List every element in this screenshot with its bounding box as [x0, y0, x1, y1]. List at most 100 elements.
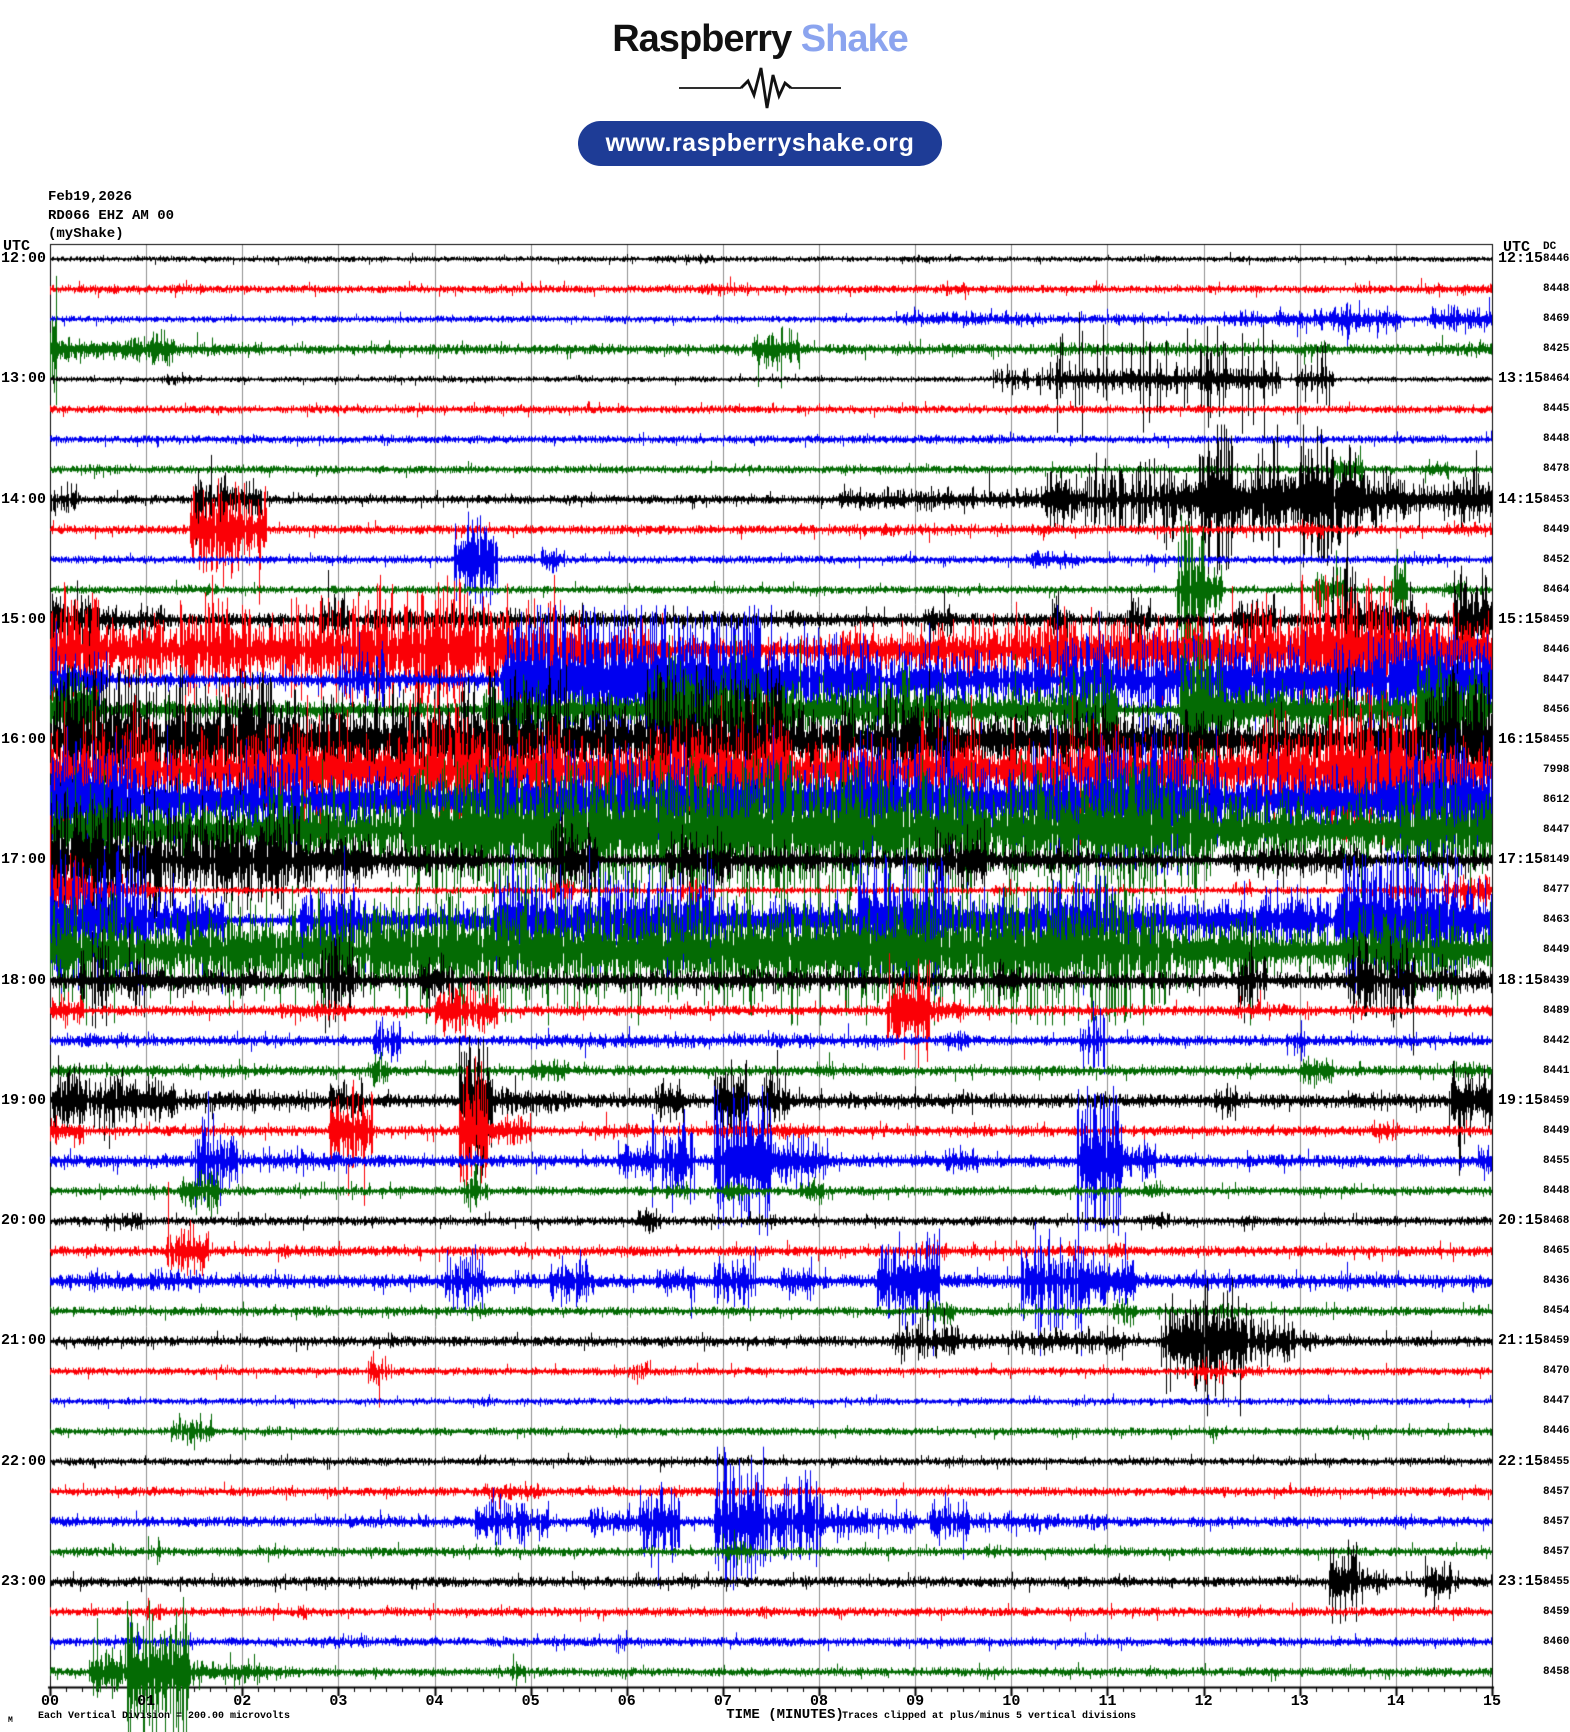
dc-value: 8448	[1543, 433, 1570, 446]
x-tick-label: 02	[233, 1693, 252, 1710]
x-tick-label: 14	[1386, 1693, 1405, 1710]
page-header: Raspberry Shake www.raspberryshake.org	[0, 18, 1520, 166]
dc-value: 8458	[1543, 1665, 1570, 1678]
dc-value: 7998	[1543, 764, 1570, 777]
x-tick-label: 10	[1002, 1693, 1021, 1710]
dc-value: 8460	[1543, 1635, 1570, 1648]
station-date: Feb19,2026	[48, 189, 133, 205]
clip-note: Traces clipped at plus/minus 5 vertical …	[842, 1711, 1137, 1722]
x-tick-label: 06	[617, 1693, 636, 1710]
right-time-label: 12:15	[1498, 250, 1544, 268]
dc-value: 8459	[1543, 1605, 1570, 1618]
scale-note: Each Vertical Division = 200.00 microvol…	[38, 1711, 291, 1722]
x-tick-label: 07	[713, 1693, 732, 1710]
dc-value: 8449	[1543, 1124, 1570, 1137]
right-time-label: 13:15	[1498, 370, 1544, 388]
right-time-label: 16:15	[1498, 731, 1544, 749]
right-time-label: 14:15	[1498, 490, 1544, 508]
dc-value: 8439	[1543, 974, 1570, 987]
station-network: (myShake)	[48, 226, 124, 242]
dc-value: 8455	[1543, 1455, 1570, 1468]
right-time-label: 23:15	[1498, 1572, 1544, 1590]
dc-value: 8457	[1543, 1485, 1570, 1498]
dc-value: 8442	[1543, 1034, 1570, 1047]
left-time-label: 21:00	[0, 1332, 46, 1350]
logo-text-shake: Shake	[791, 18, 909, 60]
dc-value: 8464	[1543, 583, 1570, 596]
utc-header-left: UTC	[3, 238, 31, 255]
x-tick-label: 01	[137, 1693, 156, 1710]
x-tick-label: 13	[1290, 1693, 1309, 1710]
left-time-label: 17:00	[0, 851, 46, 869]
dc-value: 8463	[1543, 914, 1570, 927]
dc-value: 8457	[1543, 1545, 1570, 1558]
dc-value: 8448	[1543, 1184, 1570, 1197]
x-tick-label: 11	[1098, 1693, 1117, 1710]
dc-value: 8149	[1543, 854, 1570, 867]
dc-value: 8464	[1543, 373, 1570, 386]
x-tick-label: 03	[329, 1693, 348, 1710]
left-time-label: 14:00	[0, 490, 46, 508]
left-time-label: 22:00	[0, 1452, 46, 1470]
right-time-label: 15:15	[1498, 610, 1544, 628]
dc-value: 8459	[1543, 613, 1570, 626]
dc-value: 8455	[1543, 734, 1570, 747]
dc-value: 8441	[1543, 1064, 1570, 1077]
seismic-waveform-icon	[679, 67, 841, 109]
website-link-button[interactable]: www.raspberryshake.org	[577, 121, 943, 166]
right-time-label: 19:15	[1498, 1091, 1544, 1109]
right-time-label: 21:15	[1498, 1332, 1544, 1350]
dc-value: 8468	[1543, 1215, 1570, 1228]
dc-value: 8455	[1543, 1575, 1570, 1588]
left-time-label: 16:00	[0, 731, 46, 749]
dc-value: 8449	[1543, 944, 1570, 957]
dc-value: 8446	[1543, 1425, 1570, 1438]
dc-value: 8459	[1543, 1094, 1570, 1107]
right-time-label: 20:15	[1498, 1212, 1544, 1230]
right-time-label: 18:15	[1498, 971, 1544, 989]
utc-header-right: UTC	[1503, 239, 1531, 256]
dc-value: 8448	[1543, 283, 1570, 296]
dc-value: 8478	[1543, 463, 1570, 476]
station-id: RD066 EHZ AM 00	[48, 207, 175, 224]
x-tick-label: 05	[521, 1693, 540, 1710]
x-tick-label: 04	[425, 1693, 444, 1710]
dc-value: 8447	[1543, 1395, 1570, 1408]
right-time-label: 22:15	[1498, 1452, 1544, 1470]
left-time-label: 19:00	[0, 1091, 46, 1109]
dc-value: 8456	[1543, 703, 1570, 716]
station-info: Feb19,2026 RD066 EHZ AM 00 (myShake)	[48, 188, 174, 244]
dc-value: 8447	[1543, 673, 1570, 686]
left-time-label: 12:00	[0, 250, 46, 268]
x-tick-label: 08	[810, 1693, 829, 1710]
dc-value: 8477	[1543, 884, 1570, 897]
x-tick-label: 09	[906, 1693, 925, 1710]
dc-value: 8454	[1543, 1305, 1570, 1318]
dc-value: 8453	[1543, 493, 1570, 506]
dc-value: 8436	[1543, 1275, 1570, 1288]
dc-column-header: DC	[1543, 241, 1557, 253]
dc-value: 8469	[1543, 313, 1570, 326]
left-time-label: 23:00	[0, 1572, 46, 1590]
x-tick-label: 12	[1194, 1693, 1213, 1710]
dc-value: 8446	[1543, 643, 1570, 656]
left-time-label: 13:00	[0, 370, 46, 388]
raspberry-shake-logo: Raspberry Shake	[0, 18, 1520, 61]
dc-value: 8425	[1543, 343, 1570, 356]
x-axis-title: TIME (MINUTES)	[726, 1707, 844, 1723]
logo-text-raspberry: Raspberry	[612, 18, 792, 60]
dc-value: 8446	[1543, 253, 1570, 266]
dc-value: 8489	[1543, 1004, 1570, 1017]
left-time-label: 20:00	[0, 1212, 46, 1230]
dc-value: 8612	[1543, 794, 1570, 807]
dc-value: 8459	[1543, 1335, 1570, 1348]
dc-value: 8452	[1543, 553, 1570, 566]
scale-note-subscript: M	[8, 1716, 13, 1725]
dc-value: 8457	[1543, 1515, 1570, 1528]
dc-value: 8447	[1543, 824, 1570, 837]
left-time-label: 18:00	[0, 971, 46, 989]
dc-value: 8449	[1543, 523, 1570, 536]
dc-value: 8445	[1543, 403, 1570, 416]
